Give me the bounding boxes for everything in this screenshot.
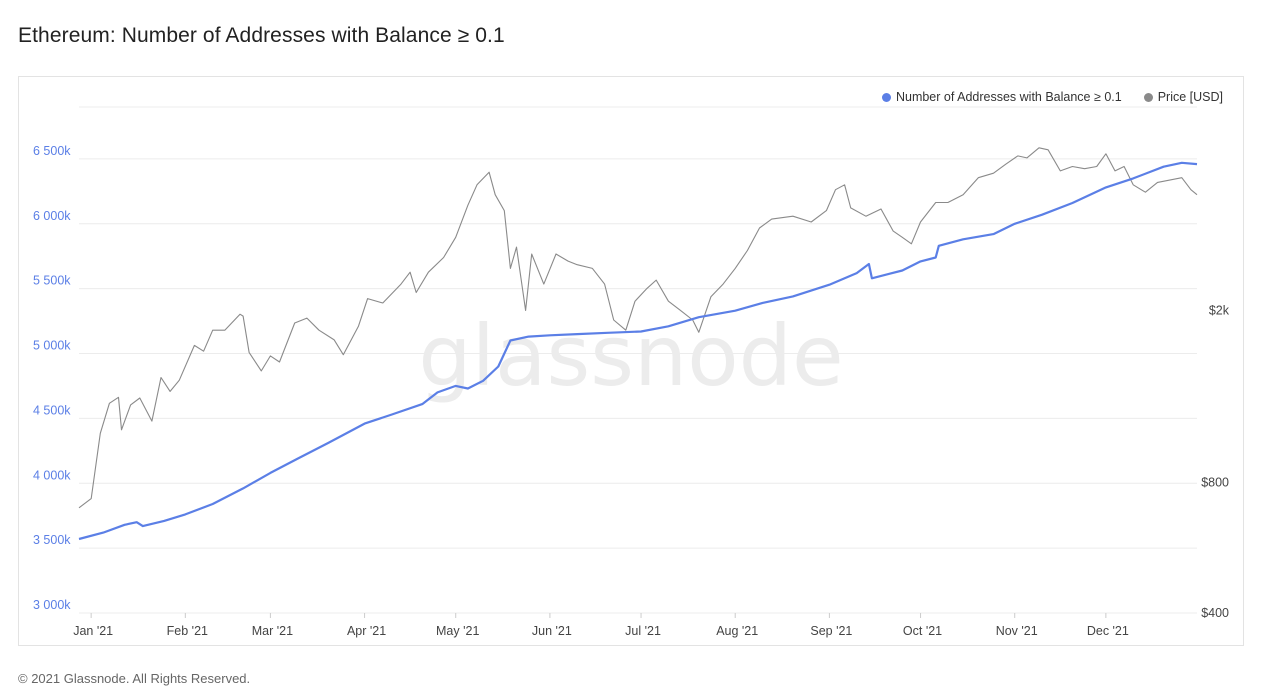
x-tick-label: Oct '21 <box>903 624 942 638</box>
page-title: Ethereum: Number of Addresses with Balan… <box>18 24 505 47</box>
x-tick-label: Nov '21 <box>996 624 1038 638</box>
watermark-logo: glassnode <box>418 307 843 405</box>
x-tick-label: Feb '21 <box>167 624 208 638</box>
series-layer <box>78 147 1198 541</box>
left-tick-label: 4 500k <box>33 403 71 417</box>
legend-marker-addresses <box>881 92 891 102</box>
x-tick-label: May '21 <box>436 624 479 638</box>
legend-label-addresses: Number of Addresses with Balance ≥ 0.1 <box>895 90 1122 104</box>
legend-label-price: Price [USD] <box>1157 90 1223 104</box>
left-tick-label: 6 500k <box>33 144 71 158</box>
series-line-addresses <box>78 161 1198 541</box>
x-tick-label: Aug '21 <box>716 624 758 638</box>
x-tick-label: Dec '21 <box>1087 624 1129 638</box>
legend: Number of Addresses with Balance ≥ 0.1 P… <box>881 90 1223 104</box>
legend-item-addresses[interactable]: Number of Addresses with Balance ≥ 0.1 <box>881 90 1122 104</box>
chart-panel[interactable]: glassnode 3 000k 3 500k 4 000k 4 500k 5 000k… <box>18 76 1244 646</box>
legend-item-price[interactable]: Price [USD] <box>1143 90 1223 104</box>
x-tick-label: Sep '21 <box>810 624 852 638</box>
x-axis: Jan '21 Feb '21 Mar '21 Apr '21 May '21 Jun '… <box>73 613 1129 638</box>
right-y-axis: $400 $800 $2k <box>1201 303 1230 620</box>
grid-lines <box>79 106 1197 614</box>
right-tick-label: $800 <box>1201 476 1229 490</box>
x-tick-label: Apr '21 <box>347 624 386 638</box>
x-tick-label: Jul '21 <box>625 624 661 638</box>
x-tick-label: Mar '21 <box>252 624 293 638</box>
chart-canvas[interactable]: glassnode 3 000k 3 500k 4 000k 4 500k 5 000k… <box>19 77 1245 647</box>
left-tick-label: 3 500k <box>33 533 71 547</box>
copyright-notice: © 2021 Glassnode. All Rights Reserved. <box>18 671 251 686</box>
x-tick-label: Jan '21 <box>73 624 113 638</box>
left-tick-label: 5 500k <box>33 274 71 288</box>
left-tick-label: 6 000k <box>33 209 71 223</box>
right-tick-label: $2k <box>1209 303 1230 317</box>
left-tick-label: 3 000k <box>33 598 71 612</box>
series-line-price <box>78 147 1198 509</box>
right-tick-label: $400 <box>1201 606 1229 620</box>
left-y-axis: 3 000k 3 500k 4 000k 4 500k 5 000k 5 500k 6 00… <box>33 144 71 612</box>
left-tick-label: 4 000k <box>33 468 71 482</box>
x-tick-label: Jun '21 <box>532 624 572 638</box>
legend-marker-price <box>1143 92 1153 102</box>
left-tick-label: 5 000k <box>33 339 71 353</box>
